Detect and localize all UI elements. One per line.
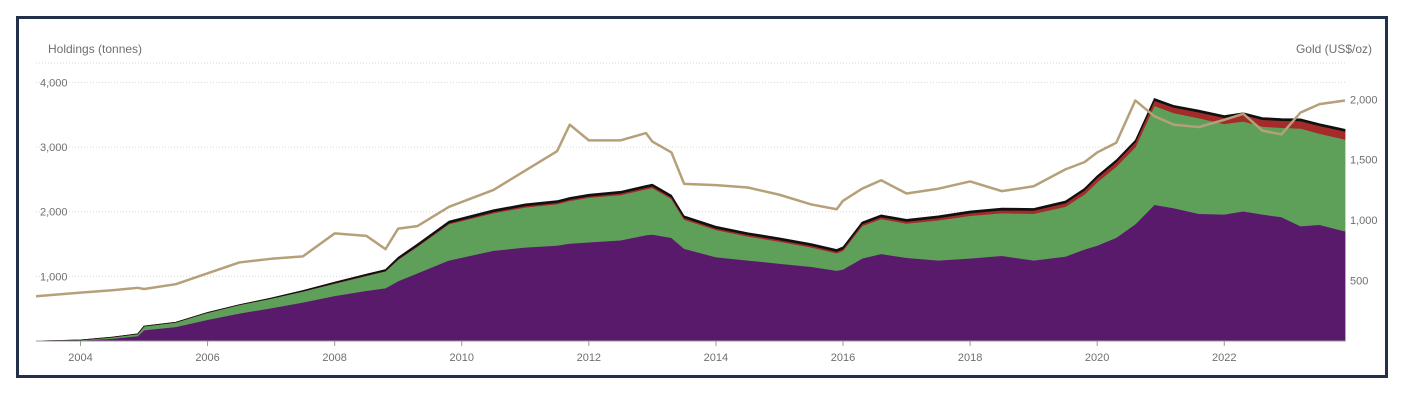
y-left-tick-label: 3,000	[40, 142, 68, 154]
x-tick-label: 2022	[1212, 352, 1236, 364]
x-tick-label: 2018	[958, 352, 982, 364]
y-right-tick-label: 2,000	[1350, 94, 1378, 106]
gold-price-series	[35, 99, 1346, 298]
x-tick-label: 2010	[450, 352, 474, 364]
x-tick-label: 2004	[68, 352, 92, 364]
x-tick-label: 2006	[195, 352, 219, 364]
y-left-tick-label: 4,000	[40, 77, 68, 89]
y-right-tick-label: 1,500	[1350, 155, 1378, 167]
x-tick-label: 2012	[577, 352, 601, 364]
right-axis-title: Gold (US$/oz)	[1296, 42, 1372, 56]
gold-price-line	[35, 99, 1346, 298]
y-left-tick-label: 2,000	[40, 207, 68, 219]
y-right-tick-label: 1,000	[1350, 215, 1378, 227]
y-right-tick-label: 500	[1350, 276, 1368, 288]
y-left-tick-label: 1,000	[40, 271, 68, 283]
x-tick-label: 2014	[704, 352, 728, 364]
axes: 1,000 2,000 3,000 4,000 500 1,000 1,500 2,000 20…	[36, 77, 1378, 364]
holdings-area-series-4	[35, 98, 1346, 342]
x-tick-label: 2008	[322, 352, 346, 364]
left-axis-title: Holdings (tonnes)	[48, 42, 142, 56]
x-tick-label: 2016	[831, 352, 855, 364]
holdings-areas	[35, 98, 1346, 342]
x-tick-label: 2020	[1085, 352, 1109, 364]
